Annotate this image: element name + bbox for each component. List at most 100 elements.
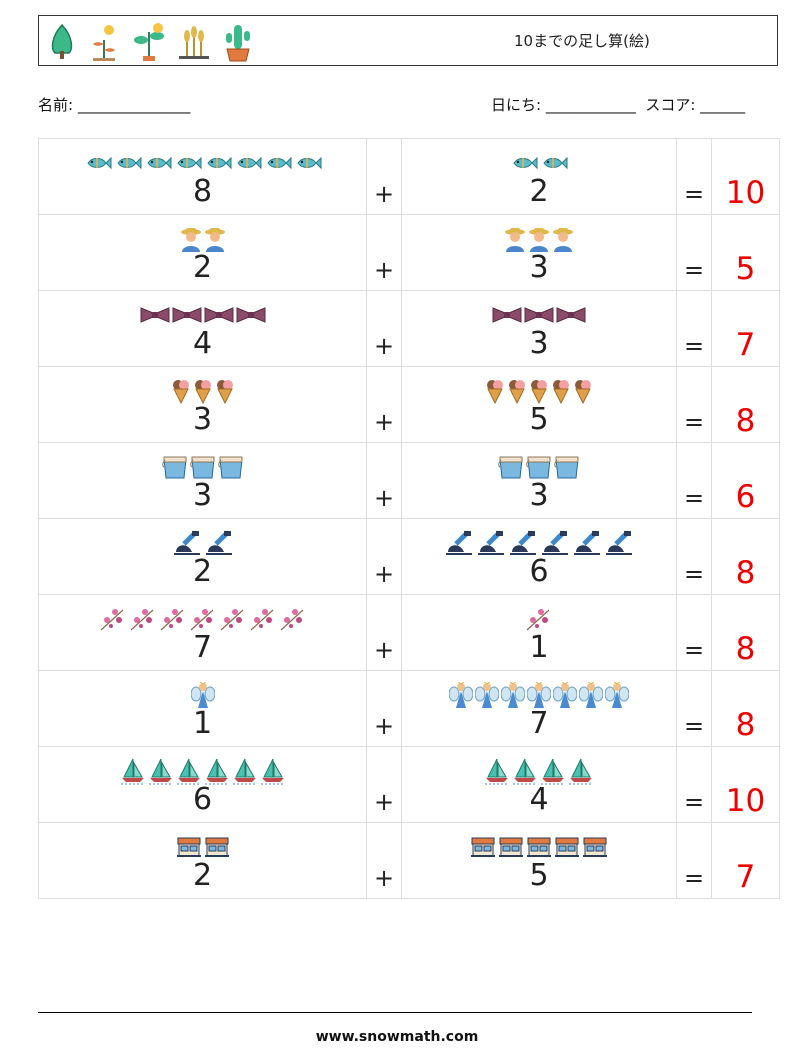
addend-b: 3: [529, 478, 549, 513]
addend-b: 5: [529, 858, 549, 893]
plus-sign: +: [373, 788, 395, 816]
addend-a: 4: [192, 326, 213, 361]
plus-sign: +: [373, 408, 395, 436]
answer-cell: 7: [711, 822, 780, 899]
footer-url: www.snowmath.com: [315, 1029, 479, 1045]
fish-icon: [294, 155, 322, 175]
plus-sign: +: [373, 256, 395, 284]
answer-cell: 5: [711, 214, 780, 291]
operator-cell: +: [366, 594, 402, 671]
flower-branch-icon: [189, 606, 217, 636]
addend-b: 3: [529, 250, 549, 285]
microscope-icon: [604, 530, 634, 560]
addend-a: 6: [192, 782, 213, 817]
equals-sign: =: [683, 484, 705, 512]
icon-group: [39, 609, 366, 633]
icon-group: [402, 837, 676, 861]
icon-group: [402, 153, 676, 177]
ice-cream-icon: [193, 378, 213, 408]
fairy-icon: [604, 681, 630, 713]
microscope-icon: [508, 530, 538, 560]
water-bucket-icon: [498, 455, 524, 483]
problem-row: 2 +5 = 7: [38, 822, 780, 899]
footer-divider: [38, 1012, 752, 1013]
fairy-icon: [500, 681, 526, 713]
addend-a-cell: 4: [38, 290, 367, 367]
farmer-icon: [204, 226, 226, 256]
answer-cell: 8: [711, 366, 780, 443]
fairy-icon: [474, 681, 500, 713]
sailboat-icon: [512, 757, 538, 789]
ice-cream-icon: [485, 378, 505, 408]
addend-b: 4: [529, 782, 549, 817]
fairy-icon: [190, 681, 215, 713]
addend-b-cell: 1: [401, 594, 677, 671]
equals-sign: =: [683, 636, 705, 664]
fairy-icon: [448, 681, 474, 713]
operator-cell: +: [366, 138, 402, 215]
ice-cream-icon: [215, 378, 235, 408]
worksheet-title: 10までの足し算(絵): [514, 32, 650, 50]
answer-cell: 10: [711, 746, 780, 823]
bow-tie-icon: [172, 306, 202, 328]
sailboat-icon: [260, 757, 286, 789]
sailboat-icon: [176, 757, 202, 789]
equals-cell: =: [676, 594, 712, 671]
icon-group: [402, 609, 676, 633]
addend-a: 2: [192, 554, 213, 589]
problem-row: 1 +7 = 8: [38, 670, 780, 747]
equals-cell: =: [676, 822, 712, 899]
fish-icon: [510, 155, 538, 175]
icon-group: [39, 837, 366, 861]
microscope-icon: [476, 530, 506, 560]
microscope-icon: [540, 530, 570, 560]
equals-sign: =: [683, 332, 705, 360]
flower-branch-icon: [99, 606, 127, 636]
flower-branch-icon: [219, 606, 247, 636]
addend-b-cell: 3: [401, 214, 677, 291]
icon-group: [39, 681, 366, 709]
problems-table: 8 +2 = 10 2 +3 = 5 4 +3 = 7 3 +5 = 8 3 +3 = 6 2 +6 = 8 7 +1 = 8 1 +7 =…: [38, 138, 780, 899]
equals-cell: =: [676, 746, 712, 823]
equals-sign: =: [683, 712, 705, 740]
plus-sign: +: [373, 712, 395, 740]
farmer-icon: [180, 226, 202, 256]
icon-group: [39, 456, 366, 481]
addend-a-cell: 6: [38, 746, 367, 823]
operator-cell: +: [366, 746, 402, 823]
answer: 8: [735, 555, 756, 591]
fish-icon: [540, 155, 568, 175]
answer: 10: [725, 175, 766, 211]
fish-icon: [114, 155, 142, 175]
addend-b-cell: 3: [401, 290, 677, 367]
microscope-icon: [572, 530, 602, 560]
addend-a-cell: 8: [38, 138, 367, 215]
addend-a: 1: [192, 706, 213, 741]
fish-icon: [234, 155, 262, 175]
addend-a: 2: [192, 858, 213, 893]
addend-a-cell: 2: [38, 214, 367, 291]
addend-a-cell: 2: [38, 518, 367, 595]
fish-icon: [264, 155, 292, 175]
addend-b: 6: [529, 554, 549, 589]
problem-row: 4 +3 = 7: [38, 290, 780, 367]
equals-cell: =: [676, 442, 712, 519]
fish-icon: [144, 155, 172, 175]
problem-row: 6 +4 = 10: [38, 746, 780, 823]
flower-branch-icon: [525, 606, 553, 636]
addend-b-cell: 7: [401, 670, 677, 747]
problem-row: 2 +3 = 5: [38, 214, 780, 291]
icon-group: [402, 530, 676, 560]
icon-group: [402, 305, 676, 329]
answer-cell: 7: [711, 290, 780, 367]
addend-a: 3: [192, 478, 213, 513]
farmer-icon: [504, 226, 526, 256]
bow-tie-icon: [556, 306, 586, 328]
answer: 6: [735, 479, 756, 515]
bow-tie-icon: [492, 306, 522, 328]
addend-b: 2: [529, 174, 549, 209]
fish-icon: [204, 155, 232, 175]
icon-group: [39, 758, 366, 785]
addend-a: 8: [192, 174, 213, 209]
equals-sign: =: [683, 864, 705, 892]
